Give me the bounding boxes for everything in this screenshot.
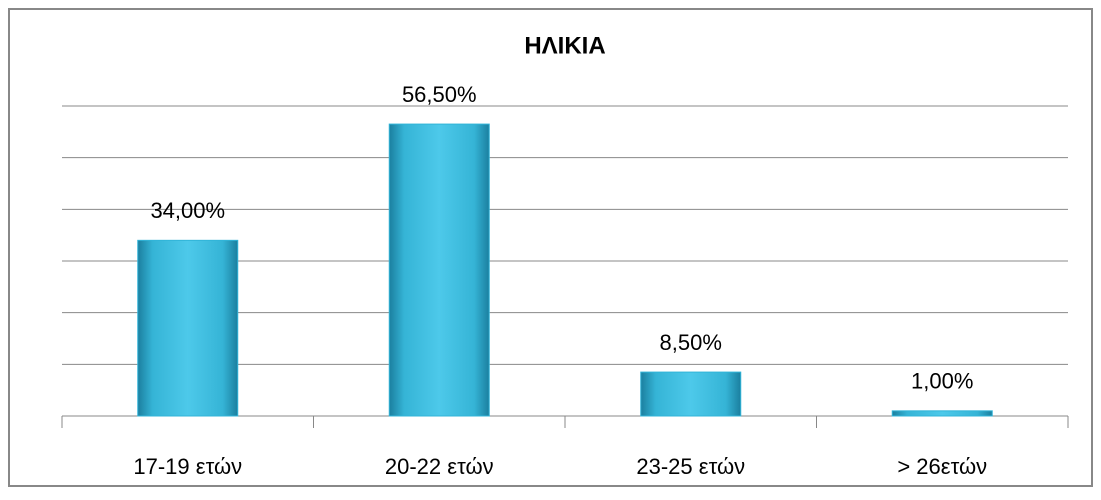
- bar: [137, 239, 239, 417]
- bar: [388, 123, 490, 417]
- x-tick-label: 17-19 ετών: [133, 454, 242, 479]
- data-label: 1,00%: [911, 369, 973, 394]
- bar: [891, 410, 993, 417]
- x-tick-label: > 26ετών: [897, 454, 987, 479]
- x-tick-label: 20-22 ετών: [385, 454, 494, 479]
- data-label: 56,50%: [402, 82, 477, 107]
- x-tick-label: 23-25 ετών: [636, 454, 745, 479]
- chart-title: ΗΛΙΚΙΑ: [524, 32, 605, 59]
- data-label: 34,00%: [150, 198, 225, 223]
- bar: [640, 371, 742, 417]
- data-label: 8,50%: [660, 330, 722, 355]
